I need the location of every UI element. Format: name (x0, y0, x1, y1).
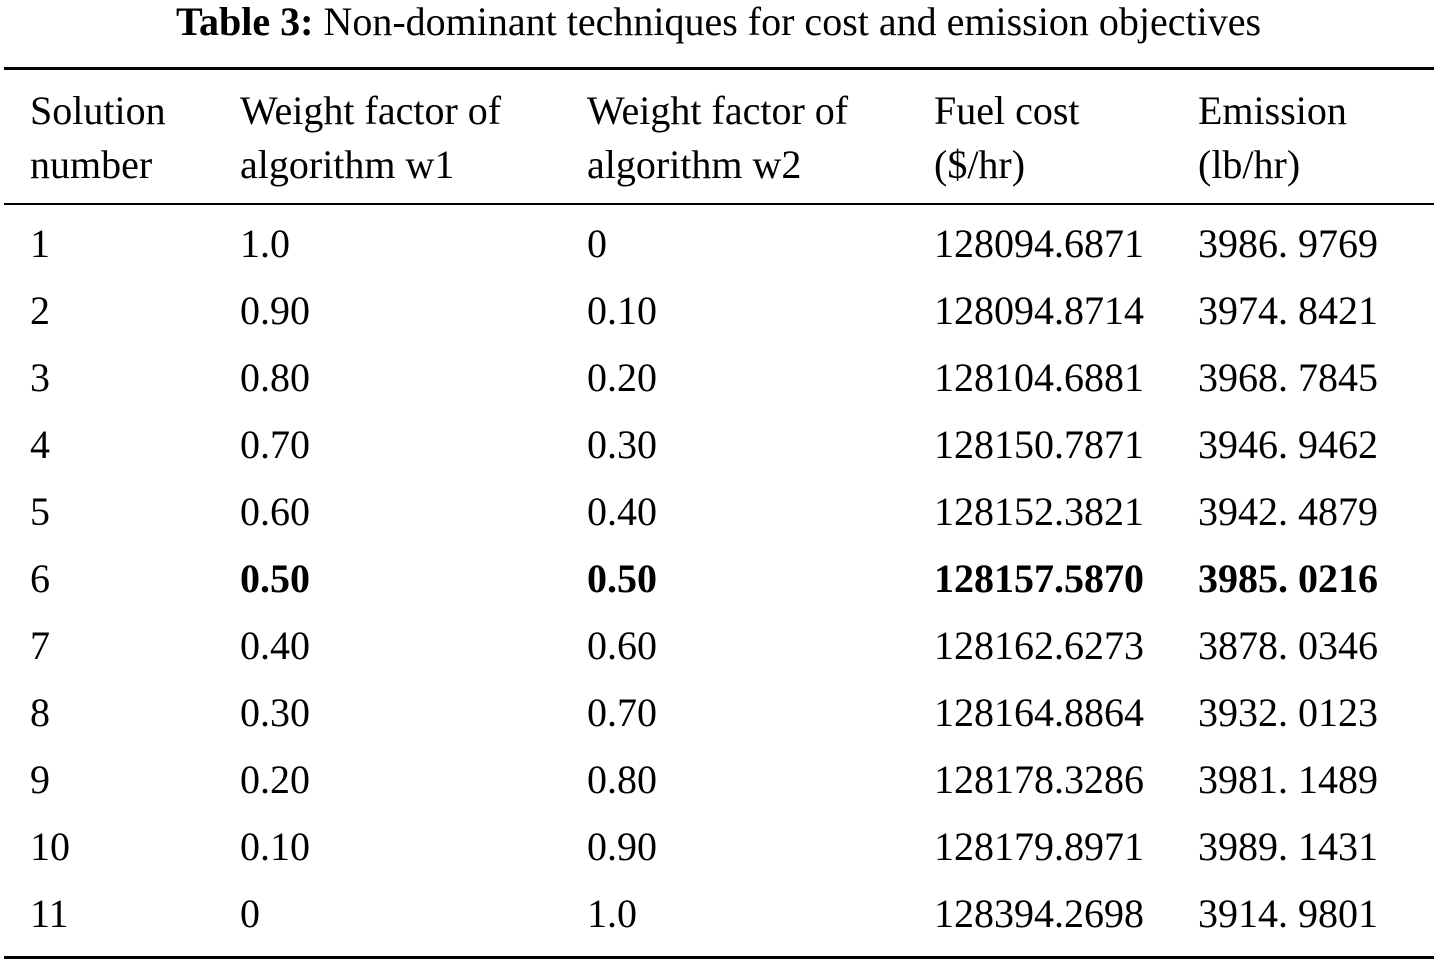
emission-cell: 3981. 1489 (1198, 757, 1378, 802)
header-weight-w2: Weight factor of algorithm w2 (587, 88, 849, 187)
solution-number-cell: 7 (30, 623, 50, 668)
fuel-cost-cell: 128150.7871 (934, 422, 1144, 467)
table-row: 8 0.30 0.70 128164.8864 3932. 0123 (0, 679, 1437, 746)
w1-cell: 0.20 (240, 757, 310, 802)
emission-cell: 3986. 9769 (1198, 221, 1378, 266)
fuel-cost-cell: 128179.8971 (934, 824, 1144, 869)
table-row: 10 0.10 0.90 128179.8971 3989. 1431 (0, 813, 1437, 880)
fuel-cost-cell: 128094.6871 (934, 221, 1144, 266)
w1-cell: 0 (240, 891, 260, 936)
w1-cell: 0.70 (240, 422, 310, 467)
w1-cell: 0.30 (240, 690, 310, 735)
fuel-cost-cell: 128157.5870 (934, 556, 1144, 601)
w2-cell: 0.10 (587, 288, 657, 333)
table-row: 4 0.70 0.30 128150.7871 3946. 9462 (0, 411, 1437, 478)
w1-cell: 1.0 (240, 221, 290, 266)
emission-cell: 3985. 0216 (1198, 556, 1378, 601)
header-emission: Emission (lb/hr) (1198, 88, 1347, 187)
header-weight-w1: Weight factor of algorithm w1 (240, 88, 502, 187)
table-caption: Table 3: Non-dominant techniques for cost… (0, 0, 1437, 44)
solution-number-cell: 3 (30, 355, 50, 400)
w2-cell: 0.30 (587, 422, 657, 467)
table-row: 3 0.80 0.20 128104.6881 3968. 7845 (0, 344, 1437, 411)
fuel-cost-cell: 128094.8714 (934, 288, 1144, 333)
table-row: 2 0.90 0.10 128094.8714 3974. 8421 (0, 277, 1437, 344)
table-row: 7 0.40 0.60 128162.6273 3878. 0346 (0, 612, 1437, 679)
solution-number-cell: 6 (30, 556, 50, 601)
w2-cell: 0.40 (587, 489, 657, 534)
table-row: 1 1.0 0 128094.6871 3986. 9769 (0, 210, 1437, 277)
w1-cell: 0.50 (240, 556, 310, 601)
caption-text: Non-dominant techniques for cost and emi… (323, 0, 1262, 44)
w2-cell: 1.0 (587, 891, 637, 936)
emission-cell: 3914. 9801 (1198, 891, 1378, 936)
header-fuel-cost: Fuel cost ($/hr) (934, 88, 1080, 187)
solution-number-cell: 10 (30, 824, 70, 869)
fuel-cost-cell: 128152.3821 (934, 489, 1144, 534)
fuel-cost-cell: 128394.2698 (934, 891, 1144, 936)
solution-number-cell: 8 (30, 690, 50, 735)
emission-cell: 3932. 0123 (1198, 690, 1378, 735)
solution-number-cell: 5 (30, 489, 50, 534)
w1-cell: 0.10 (240, 824, 310, 869)
emission-cell: 3878. 0346 (1198, 623, 1378, 668)
fuel-cost-cell: 128164.8864 (934, 690, 1144, 735)
w1-cell: 0.40 (240, 623, 310, 668)
w2-cell: 0.50 (587, 556, 657, 601)
w2-cell: 0.60 (587, 623, 657, 668)
fuel-cost-cell: 128178.3286 (934, 757, 1144, 802)
emission-cell: 3942. 4879 (1198, 489, 1378, 534)
solution-number-cell: 9 (30, 757, 50, 802)
w2-cell: 0.70 (587, 690, 657, 735)
w2-cell: 0.90 (587, 824, 657, 869)
w1-cell: 0.60 (240, 489, 310, 534)
solution-number-cell: 2 (30, 288, 50, 333)
w2-cell: 0.20 (587, 355, 657, 400)
emission-cell: 3974. 8421 (1198, 288, 1378, 333)
header-rule (4, 203, 1434, 205)
w2-cell: 0 (587, 221, 607, 266)
top-rule (4, 67, 1434, 70)
w1-cell: 0.90 (240, 288, 310, 333)
w2-cell: 0.80 (587, 757, 657, 802)
table-row: 5 0.60 0.40 128152.3821 3942. 4879 (0, 478, 1437, 545)
bottom-rule (4, 956, 1434, 959)
caption-label: Table 3: (175, 0, 314, 44)
header-solution-number: Solution number (30, 88, 166, 187)
solution-number-cell: 1 (30, 221, 50, 266)
table-row: 9 0.20 0.80 128178.3286 3981. 1489 (0, 746, 1437, 813)
solution-number-cell: 11 (30, 891, 69, 936)
emission-cell: 3968. 7845 (1198, 355, 1378, 400)
emission-cell: 3989. 1431 (1198, 824, 1378, 869)
table-row: 6 0.50 0.50 128157.5870 3985. 0216 (0, 545, 1437, 612)
table-row: 11 0 1.0 128394.2698 3914. 9801 (0, 880, 1437, 947)
fuel-cost-cell: 128104.6881 (934, 355, 1144, 400)
solution-number-cell: 4 (30, 422, 50, 467)
fuel-cost-cell: 128162.6273 (934, 623, 1144, 668)
w1-cell: 0.80 (240, 355, 310, 400)
emission-cell: 3946. 9462 (1198, 422, 1378, 467)
